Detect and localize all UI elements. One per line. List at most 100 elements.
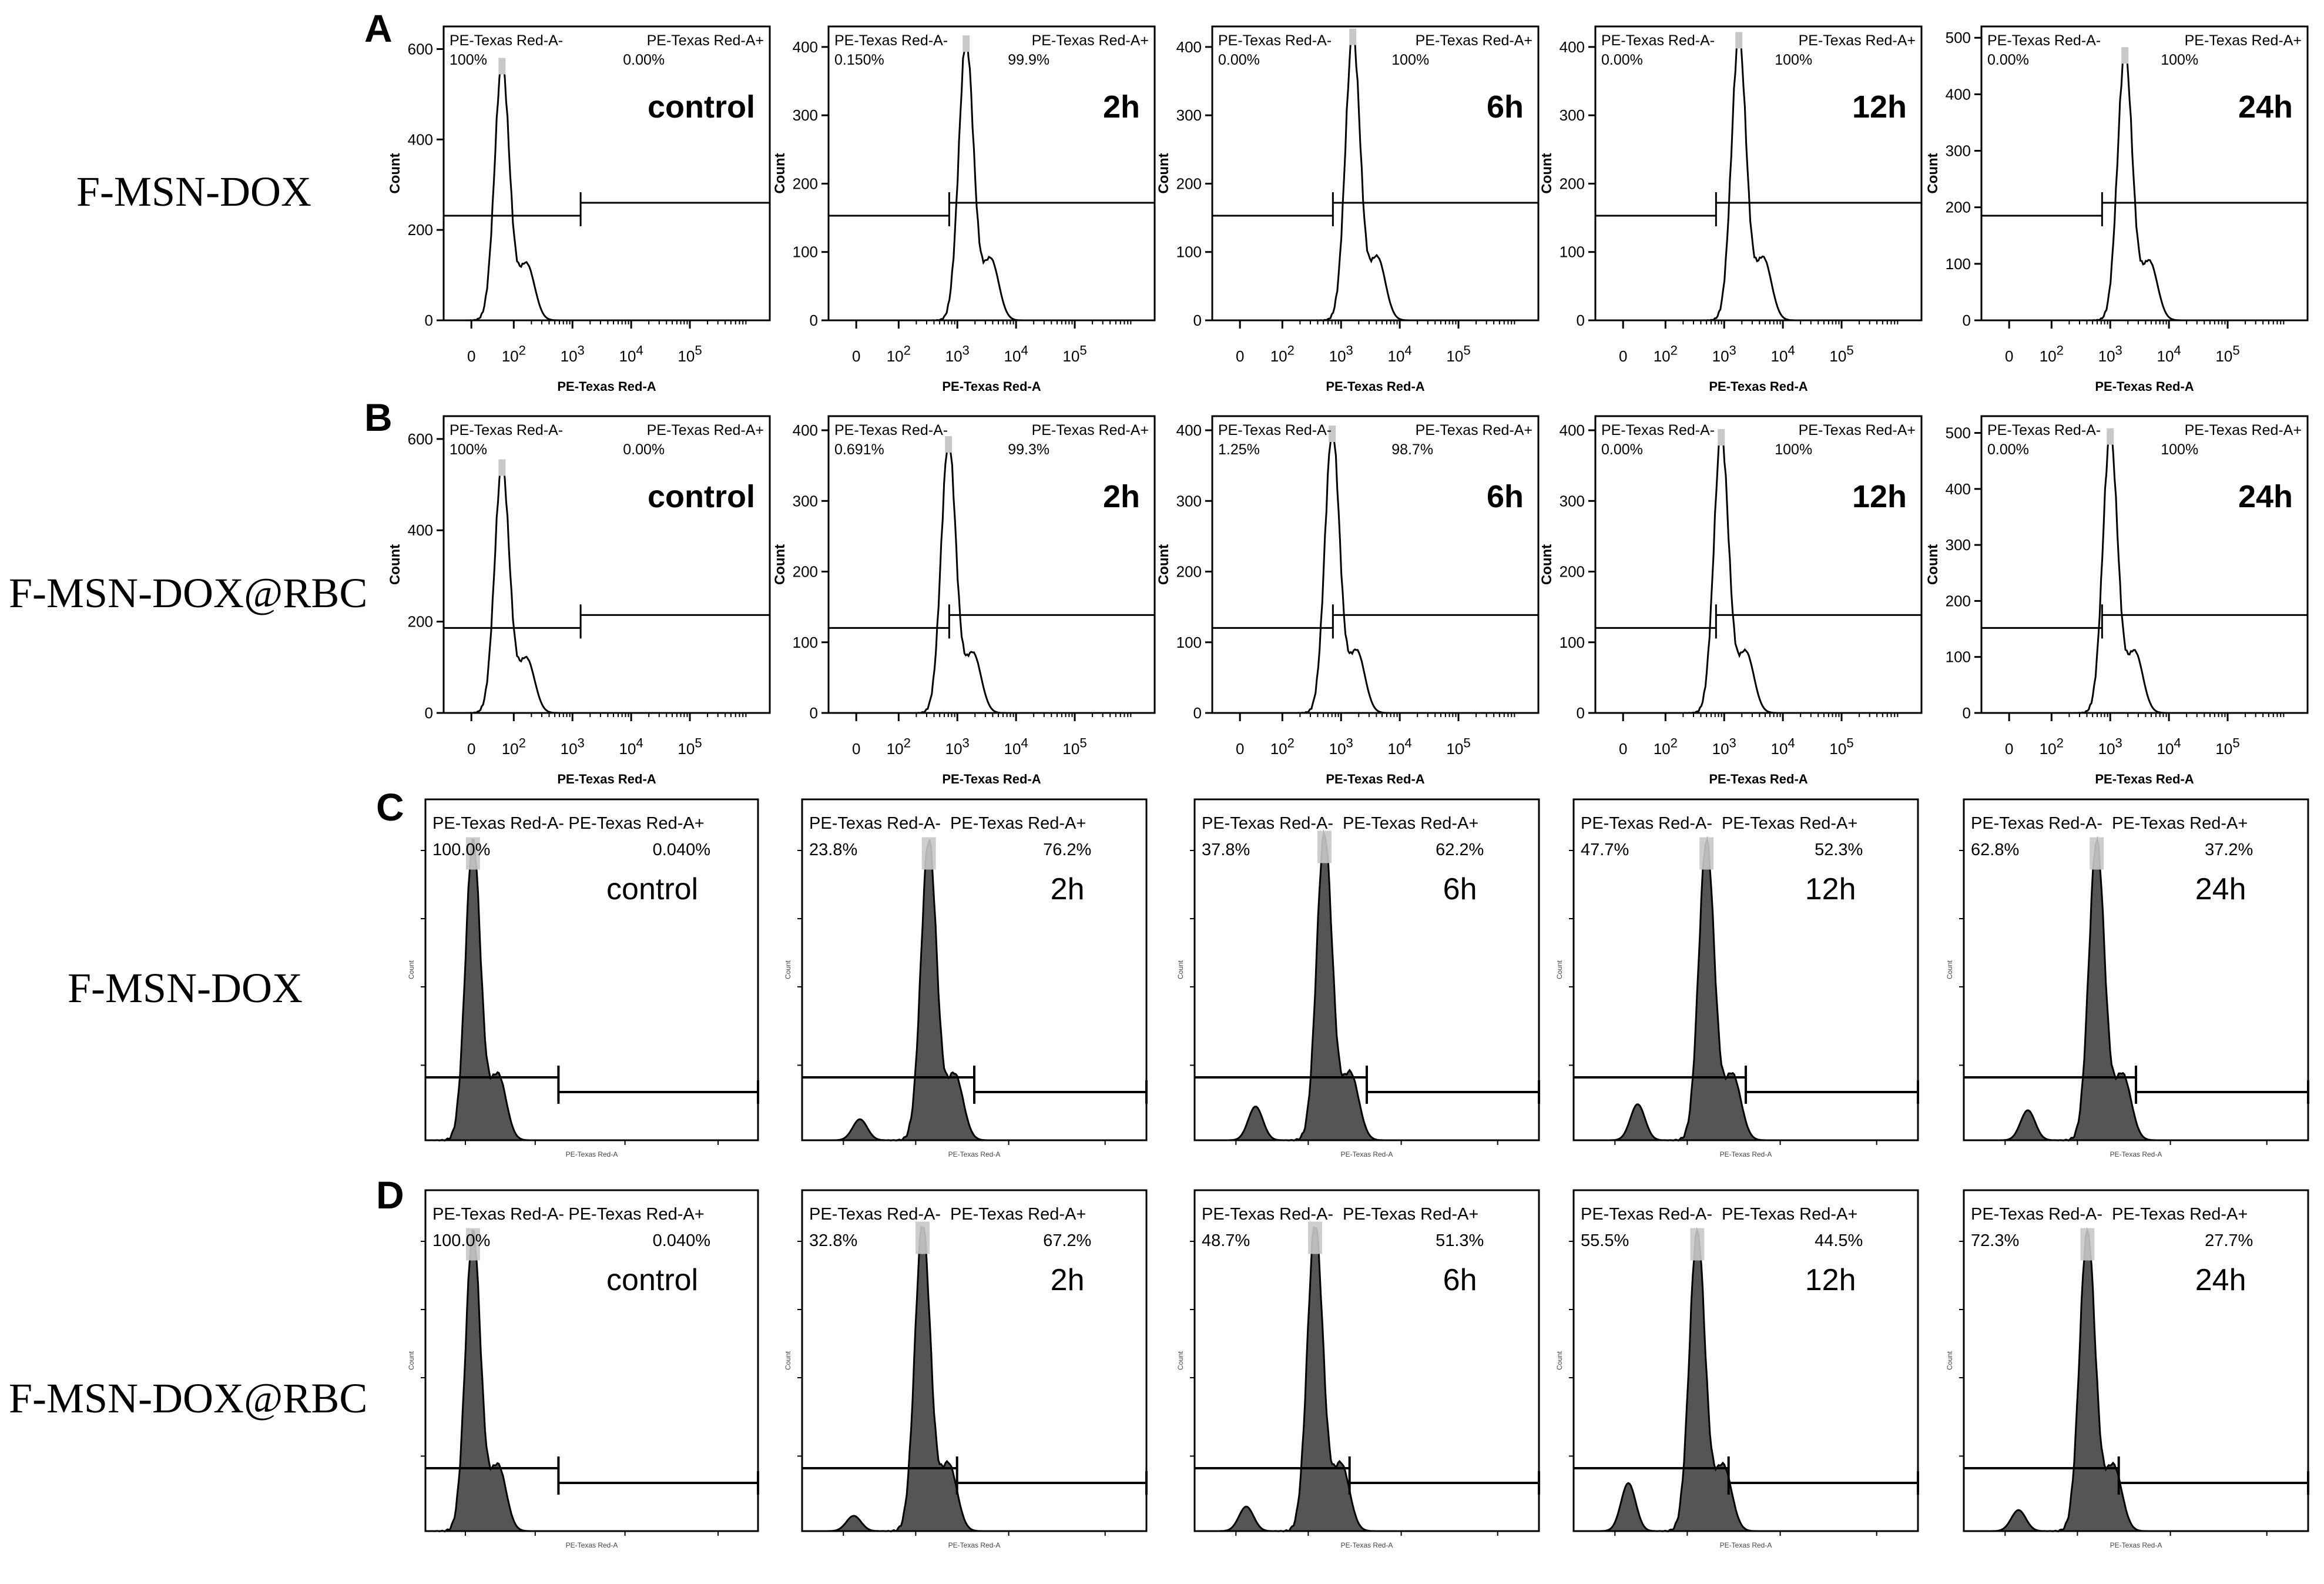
gate-right-percent: 100% xyxy=(1775,52,1812,68)
y-axis-label: Count xyxy=(784,960,792,979)
x-tick-label: 102 xyxy=(502,735,526,758)
plot-frame xyxy=(1211,415,1540,714)
gate-right-label: PE-Texas Red-A+ xyxy=(1416,32,1532,49)
y-axis-label: Count xyxy=(387,544,403,585)
x-tick-label: 0 xyxy=(467,347,475,365)
gate-right-label: PE-Texas Red-A+ xyxy=(1799,422,1916,438)
gate-right-label: PE-Texas Red-A+ xyxy=(1032,32,1149,49)
y-axis-label: Count xyxy=(407,960,415,979)
histogram-fill xyxy=(1964,1227,2308,1532)
y-tick-label: 0 xyxy=(1963,312,1971,329)
histogram-curve xyxy=(1595,433,1921,714)
y-tick-label: 200 xyxy=(1176,175,1202,192)
gate-left-label: PE-Texas Red-A- xyxy=(1601,32,1715,49)
histogram-panel-c-2h: Count PE-Texas Red-A PE-Texas Red-A- PE-Tex… xyxy=(784,798,1148,1158)
peak-marker xyxy=(2107,428,2114,445)
gate-right-percent: 98.7% xyxy=(1391,441,1433,458)
gate-right-percent: 99.9% xyxy=(1008,52,1049,68)
gate-left-label: PE-Texas Red-A- xyxy=(1987,32,2101,49)
x-axis-label: PE-Texas Red-A xyxy=(2110,1150,2162,1158)
timepoint-label: 24h xyxy=(2238,479,2293,514)
gate-left-label: PE-Texas Red-A- xyxy=(1987,422,2101,438)
gate-left-label: PE-Texas Red-A- xyxy=(432,1205,564,1224)
y-tick-label: 200 xyxy=(793,563,818,581)
y-tick-label: 200 xyxy=(793,175,818,192)
histogram-panel-a-6h: 0 100 200 300 400 Count 0 102 103 104 105 PE-Texas … xyxy=(1156,25,1540,394)
gate-right-percent: 76.2% xyxy=(1043,840,1091,859)
peak-marker xyxy=(915,1221,930,1254)
row-sample-b: F-MSN-DOX@RBC xyxy=(9,570,368,617)
x-tick-label: 103 xyxy=(1329,735,1353,758)
gate-right-percent: 62.2% xyxy=(1436,840,1484,859)
gate-right-percent: 0.040% xyxy=(653,1231,710,1250)
y-tick-label: 400 xyxy=(1176,38,1202,56)
y-axis-label: Count xyxy=(1555,960,1564,979)
timepoint-label: 12h xyxy=(1805,872,1856,906)
y-tick-label: 400 xyxy=(408,521,433,539)
histogram-curve xyxy=(444,62,770,322)
x-tick-label: 105 xyxy=(1062,343,1086,365)
x-tick-label: 103 xyxy=(561,343,585,365)
x-axis-label: PE-Texas Red-A xyxy=(948,1150,1001,1158)
y-tick-label: 0 xyxy=(1577,312,1585,329)
x-tick-label: 105 xyxy=(1062,735,1086,758)
gate-left-percent: 100.0% xyxy=(432,1231,490,1250)
x-axis-label: PE-Texas Red-A xyxy=(2110,1541,2162,1549)
histogram-panel-d-2h: Count PE-Texas Red-A PE-Texas Red-A- PE-Tex… xyxy=(784,1189,1148,1549)
x-tick-label: 105 xyxy=(1446,735,1470,758)
plot-frame xyxy=(1211,25,1540,322)
gate-left-label: PE-Texas Red-A- xyxy=(1218,32,1332,49)
y-tick-label: 0 xyxy=(1577,704,1585,722)
y-tick-label: 100 xyxy=(1946,255,1971,273)
histogram-curve xyxy=(1981,51,2308,322)
y-tick-label: 0 xyxy=(1193,312,1202,329)
peak-marker xyxy=(498,58,506,75)
gate-right-label: PE-Texas Red-A+ xyxy=(950,814,1086,833)
histogram-panel-a-12h: 0 100 200 300 400 Count 0 102 103 104 105 PE-Texas … xyxy=(1539,25,1923,394)
x-tick-label: 0 xyxy=(1236,740,1244,758)
peak-marker xyxy=(465,837,480,870)
timepoint-label: control xyxy=(648,479,755,514)
y-axis-label: Count xyxy=(1946,960,1954,979)
gate-right-label: PE-Texas Red-A+ xyxy=(2185,422,2302,438)
timepoint-label: control xyxy=(606,1263,698,1297)
gate-left-percent: 72.3% xyxy=(1971,1231,2019,1250)
histogram-panel-b-2h: 0 100 200 300 400 Count 0 102 103 104 105 PE-Texas … xyxy=(772,415,1156,786)
gate-right-percent: 100% xyxy=(1391,52,1429,68)
gate-left-label: PE-Texas Red-A- xyxy=(1581,814,1712,833)
histogram-panel-a-2h: 0 100 200 300 400 Count 0 102 103 104 105 PE-Texas … xyxy=(772,25,1156,394)
gate-left-percent: 55.5% xyxy=(1581,1231,1629,1250)
gate-left-label: PE-Texas Red-A- xyxy=(1601,422,1715,438)
gate-right-percent: 27.7% xyxy=(2205,1231,2253,1250)
x-tick-label: 103 xyxy=(2098,735,2122,758)
histogram-panel-a-24h: 0 100 200 300 400 500 Count 0 102 103 104 105 PE-Tex… xyxy=(1925,25,2309,394)
gate-right-percent: 52.3% xyxy=(1815,840,1863,859)
y-axis-label: Count xyxy=(772,153,788,193)
x-tick-label: 0 xyxy=(852,347,860,365)
y-tick-label: 400 xyxy=(1560,421,1585,439)
gate-left-percent: 32.8% xyxy=(809,1231,857,1250)
histogram-panel-a-control: 0 200 400 600 Count 0 102 103 104 105 PE-Texas Red… xyxy=(387,25,771,394)
gate-right-label: PE-Texas Red-A+ xyxy=(1343,814,1478,833)
gate-left-percent: 100% xyxy=(450,52,487,68)
x-axis-label: PE-Texas Red-A xyxy=(1720,1150,1772,1158)
x-axis-label: PE-Texas Red-A xyxy=(2095,379,2194,394)
x-tick-label: 105 xyxy=(2215,735,2239,758)
gate-left-percent: 100% xyxy=(450,441,487,458)
x-axis-label: PE-Texas Red-A xyxy=(1709,379,1807,394)
histogram-curve xyxy=(1595,36,1921,322)
y-tick-label: 300 xyxy=(793,106,818,124)
y-tick-label: 100 xyxy=(1560,634,1585,651)
x-tick-label: 102 xyxy=(1654,343,1678,365)
gate-right-label: PE-Texas Red-A+ xyxy=(1343,1205,1478,1224)
gate-left-label: PE-Texas Red-A- xyxy=(834,422,948,438)
x-tick-label: 102 xyxy=(2040,343,2064,365)
timepoint-label: 12h xyxy=(1852,479,1907,514)
peak-marker xyxy=(1699,837,1714,870)
x-tick-label: 104 xyxy=(1771,735,1795,758)
gate-left-percent: 0.691% xyxy=(834,441,884,458)
gate-left-label: PE-Texas Red-A- xyxy=(432,814,564,833)
peak-marker xyxy=(465,1228,480,1261)
x-tick-label: 104 xyxy=(619,735,643,758)
